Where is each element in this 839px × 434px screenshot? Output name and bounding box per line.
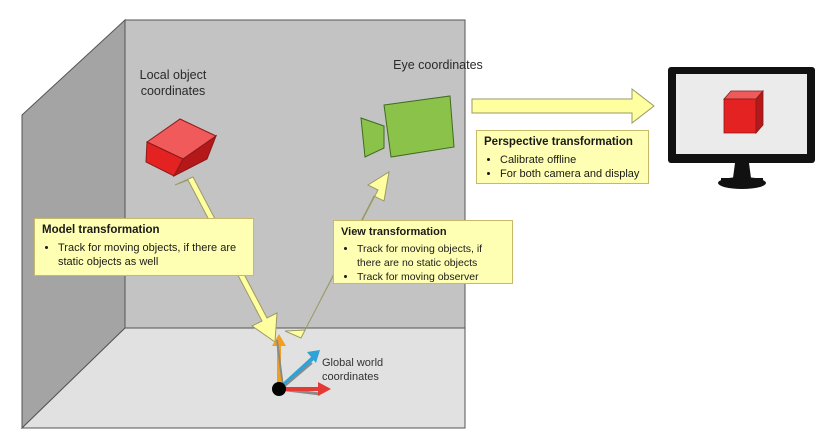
perspective-transformation-title: Perspective transformation [484,136,633,148]
view-transform-arrow [284,170,390,339]
model-transformation-title: Model transformation [42,224,160,236]
view-transformation-title: View transformation [341,226,447,238]
perspective-transform-arrow [471,87,655,125]
view-transformation-box: View transformation Track for moving obj… [333,220,513,284]
model-transformation-box: Model transformation Track for moving ob… [34,218,254,276]
local-object-label: Local object coordinates [139,68,207,99]
model-transformation-item: Track for moving objects, if there are s… [58,241,246,271]
world-axes-icon [272,334,331,396]
perspective-transformation-item: Calibrate offline [500,153,641,168]
perspective-transformation-list: Calibrate offline For both camera and di… [484,153,641,183]
perspective-transformation-box: Perspective transformation Calibrate off… [476,130,649,184]
screen-cube-icon [723,89,764,135]
model-transformation-list: Track for moving objects, if there are s… [42,241,246,271]
perspective-transformation-item: For both camera and display [500,167,641,182]
eye-coordinates-label: Eye coordinates [393,58,483,72]
camera-icon [360,95,455,158]
red-cube-icon [145,118,218,178]
view-transformation-item: Track for moving objects, if there are n… [357,242,505,270]
view-transformation-item: Track for moving observer [357,270,505,284]
global-world-label: Global world coordinates [322,357,384,384]
room-floor [20,327,466,429]
view-transformation-list: Track for moving objects, if there are n… [341,242,505,285]
